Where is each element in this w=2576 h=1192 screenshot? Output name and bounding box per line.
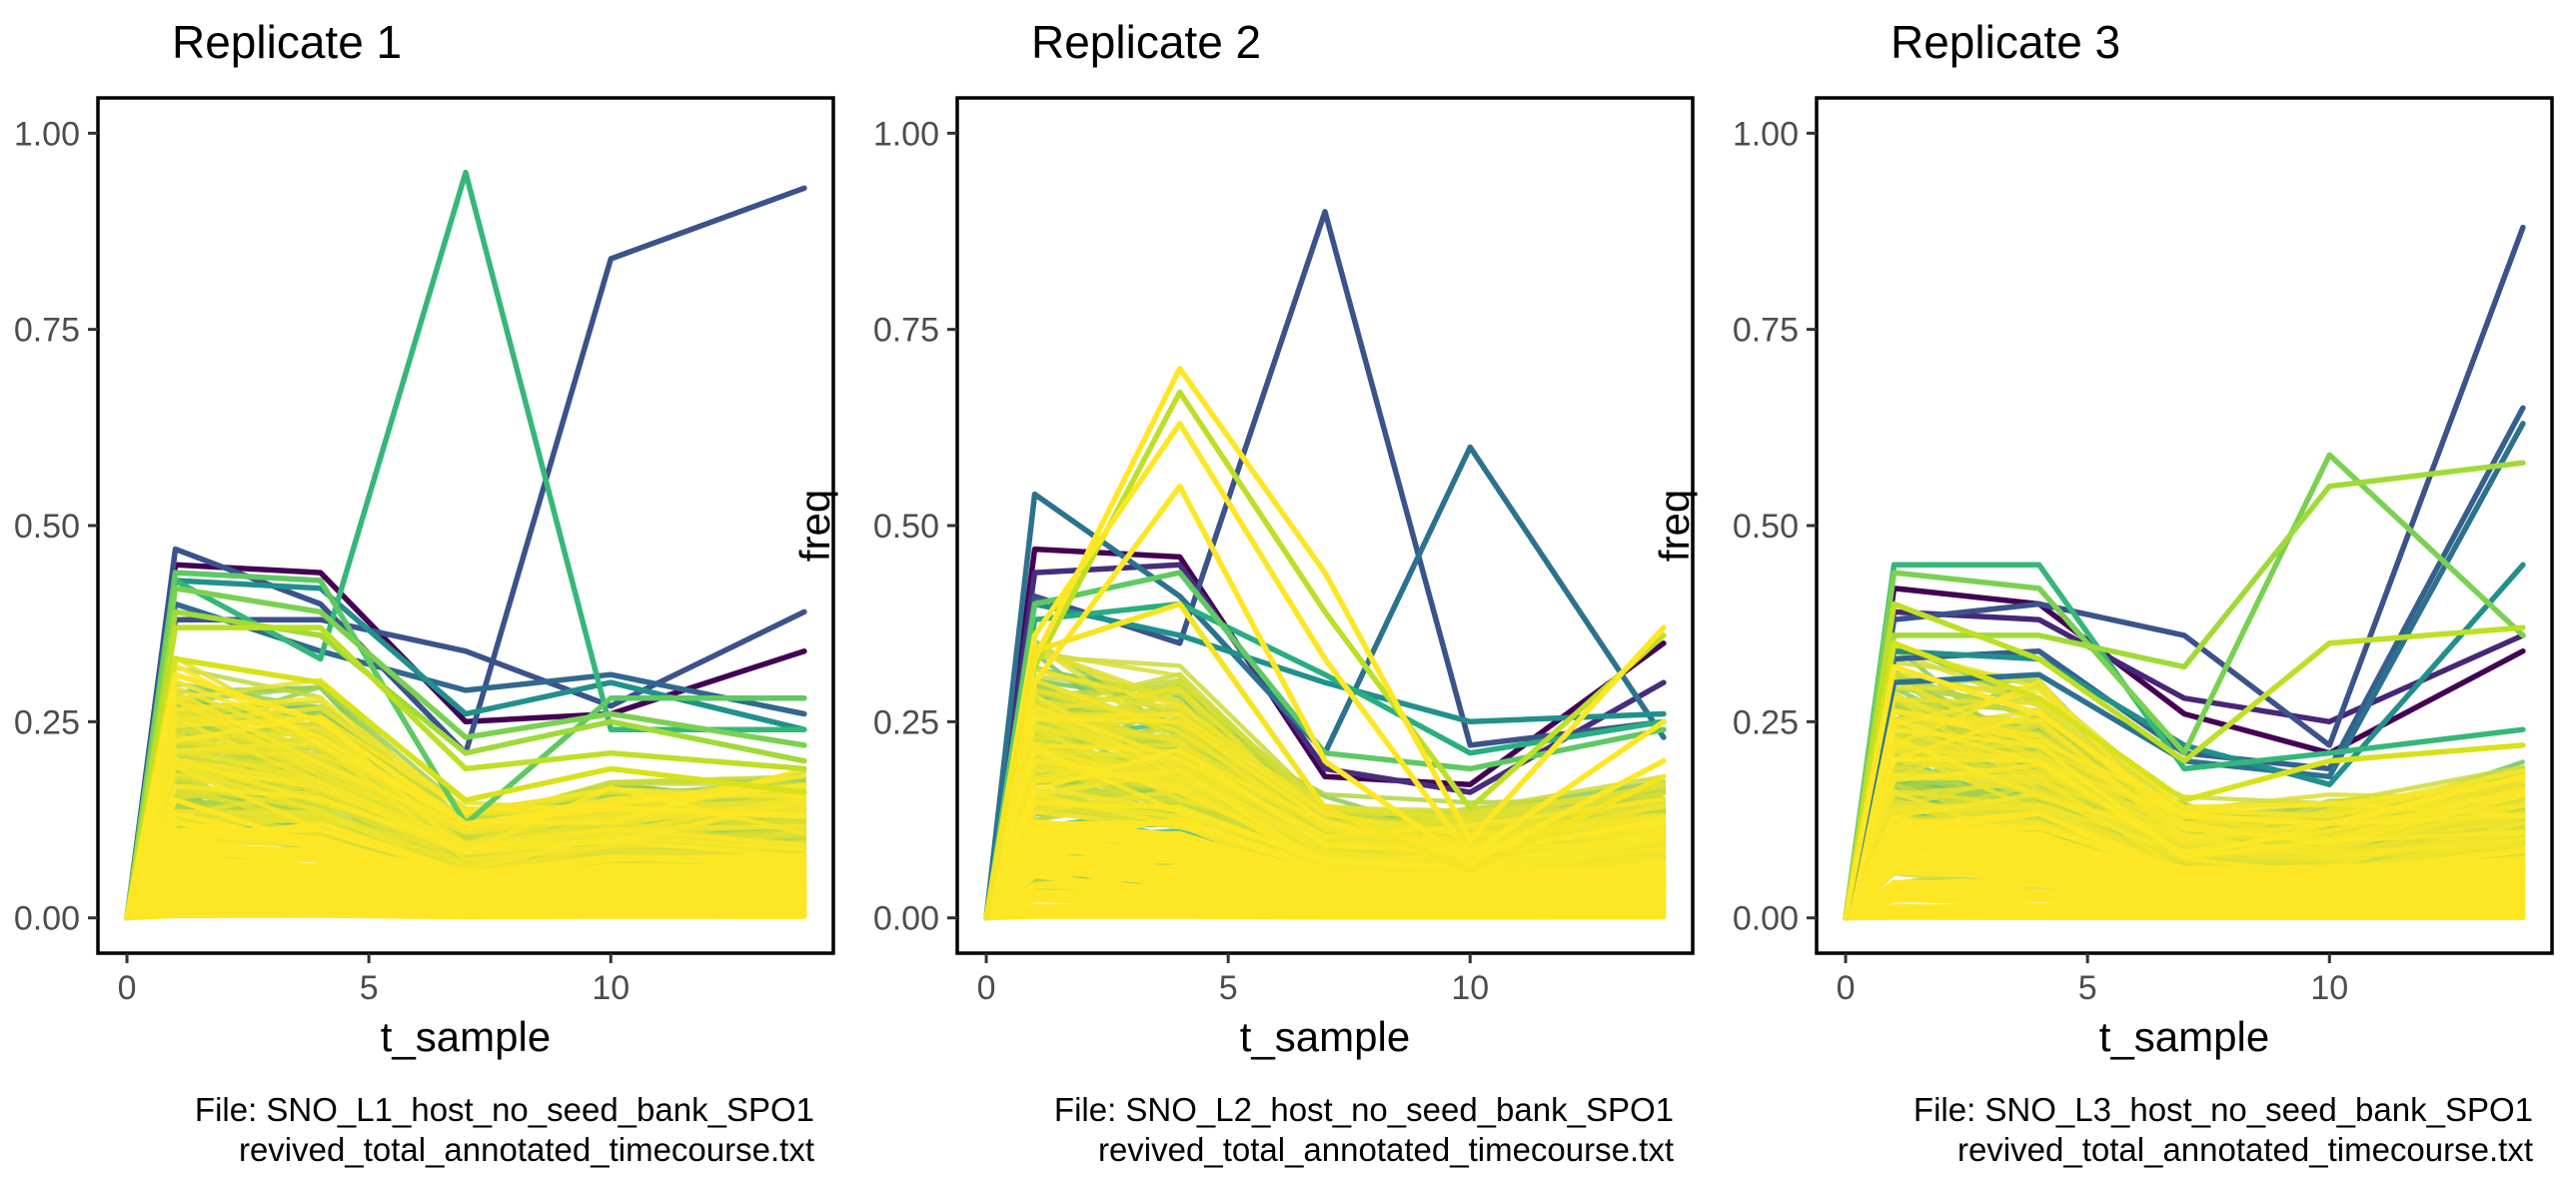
x-tick-label: 0 bbox=[977, 969, 996, 1007]
caption-line: File: SNO_L1_host_no_seed_bank_SPO1 bbox=[195, 1091, 814, 1128]
x-tick-label: 10 bbox=[592, 969, 630, 1007]
series-line bbox=[124, 586, 807, 921]
series-line bbox=[983, 818, 1667, 921]
series-line bbox=[1843, 893, 2526, 921]
series-line bbox=[124, 819, 807, 921]
series-line bbox=[983, 897, 1667, 921]
chart-title: Replicate 1 bbox=[172, 16, 402, 68]
series-line bbox=[983, 801, 1667, 920]
y-tick-label: 0.50 bbox=[1733, 508, 1799, 546]
y-tick-label: 1.00 bbox=[14, 115, 80, 153]
x-tick-label: 5 bbox=[1219, 969, 1238, 1007]
series-line bbox=[1843, 847, 2526, 921]
x-tick-label: 5 bbox=[2078, 969, 2097, 1007]
series-line bbox=[124, 624, 807, 921]
x-axis-label: t_sample bbox=[1240, 1013, 1410, 1060]
series-line bbox=[1843, 756, 2526, 920]
chart-panel-replicate-3: 0.00 0.25 0.50 0.75 1.00 0 5 10 t_sample freq Repl… bbox=[1651, 16, 2554, 1168]
series-line bbox=[124, 695, 807, 920]
caption-line: File: SNO_L3_host_no_seed_bank_SPO1 bbox=[1914, 1091, 2533, 1128]
series-line bbox=[124, 876, 807, 921]
series-line bbox=[124, 783, 807, 920]
y-tick-label: 0.25 bbox=[14, 703, 80, 741]
chart-panel-replicate-1: 0.00 0.25 0.50 0.75 1.00 0 5 10 t_sample freq Repl… bbox=[14, 16, 835, 1168]
x-tick-label: 5 bbox=[360, 969, 379, 1007]
series-line bbox=[983, 842, 1667, 921]
caption-line: revived_total_annotated_timecourse.txt bbox=[1098, 1131, 1674, 1168]
y-tick-label: 0.00 bbox=[1733, 900, 1799, 938]
caption-line: revived_total_annotated_timecourse.txt bbox=[1957, 1131, 2533, 1168]
series-line bbox=[1843, 854, 2526, 921]
series-line bbox=[983, 600, 1667, 921]
y-tick-label: 0.75 bbox=[14, 312, 80, 350]
caption-line: File: SNO_L2_host_no_seed_bank_SPO1 bbox=[1054, 1091, 1674, 1128]
series-line bbox=[983, 745, 1667, 920]
y-axis-label: freq bbox=[791, 490, 838, 562]
x-tick-label: 0 bbox=[118, 969, 137, 1007]
y-tick-label: 0.25 bbox=[1733, 703, 1799, 741]
x-tick-label: 10 bbox=[2310, 969, 2348, 1007]
chart-title: Replicate 2 bbox=[1031, 16, 1261, 68]
x-axis-label: t_sample bbox=[2099, 1013, 2269, 1060]
series-line bbox=[1843, 833, 2526, 921]
series-group bbox=[983, 209, 1667, 921]
series-line bbox=[983, 483, 1667, 921]
series-line bbox=[124, 908, 807, 921]
series-group bbox=[124, 169, 807, 921]
series-line bbox=[1843, 879, 2526, 921]
x-axis-label: t_sample bbox=[381, 1013, 551, 1060]
series-line bbox=[1843, 663, 2526, 921]
series-line bbox=[124, 671, 807, 921]
y-tick-label: 0.50 bbox=[873, 508, 939, 546]
series-line bbox=[1843, 707, 2526, 920]
y-axis-label: freq bbox=[1651, 490, 1698, 562]
y-tick-label: 0.25 bbox=[873, 703, 939, 741]
series-line bbox=[124, 887, 807, 921]
series-line bbox=[124, 848, 807, 921]
y-tick-label: 0.75 bbox=[873, 312, 939, 350]
series-group bbox=[1843, 224, 2526, 921]
y-tick-label: 0.00 bbox=[873, 900, 939, 938]
chart-panel-replicate-2: 0.00 0.25 0.50 0.75 1.00 0 5 10 t_sample freq Repl… bbox=[791, 16, 1695, 1168]
series-line bbox=[983, 444, 1667, 921]
series-line bbox=[1843, 909, 2526, 921]
x-tick-label: 10 bbox=[1451, 969, 1489, 1007]
y-tick-label: 0.75 bbox=[1733, 312, 1799, 350]
series-line bbox=[124, 761, 807, 920]
series-line bbox=[983, 570, 1667, 921]
series-line bbox=[983, 873, 1667, 921]
caption-line: revived_total_annotated_timecourse.txt bbox=[239, 1131, 814, 1168]
series-line bbox=[1843, 600, 2526, 921]
x-tick-label: 0 bbox=[1837, 969, 1856, 1007]
series-line bbox=[1843, 640, 2526, 921]
y-tick-label: 1.00 bbox=[1733, 115, 1799, 153]
y-tick-label: 1.00 bbox=[873, 115, 939, 153]
series-line bbox=[983, 910, 1667, 921]
chart-title: Replicate 3 bbox=[1891, 16, 2120, 68]
y-tick-label: 0.00 bbox=[14, 900, 80, 938]
series-line bbox=[983, 840, 1667, 921]
series-line bbox=[1843, 727, 2526, 920]
y-tick-label: 0.50 bbox=[14, 508, 80, 546]
